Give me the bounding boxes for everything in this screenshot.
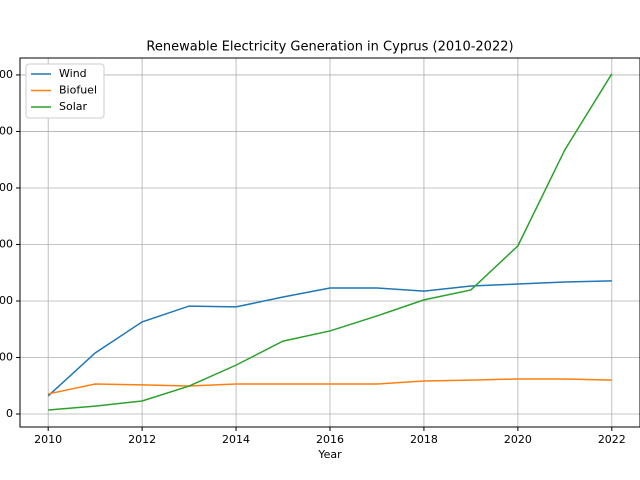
legend-label: Wind (59, 67, 87, 80)
legend-label: Biofuel (59, 84, 97, 97)
y-tick-label: 1000 (0, 124, 13, 137)
y-tick-label: 800 (0, 181, 13, 194)
legend-box (25, 63, 105, 119)
x-tick-label: 2012 (128, 433, 156, 446)
y-tick-label: 600 (0, 237, 13, 250)
x-tick-label: 2018 (410, 433, 438, 446)
x-tick-label: 2016 (316, 433, 344, 446)
y-tick-label: 0 (6, 407, 13, 420)
y-tick-label: 200 (0, 350, 13, 363)
x-tick-label: 2014 (222, 433, 250, 446)
x-axis-label: Year (317, 448, 342, 461)
series-line (48, 378, 612, 395)
legend: Wind Biofuel Solar (25, 63, 105, 119)
chart-title: Renewable Electricity Generation in Cypr… (146, 40, 513, 55)
series-line (47, 280, 612, 397)
x-tick-label: 2010 (34, 433, 62, 446)
x-tick-label: 2022 (598, 433, 626, 446)
x-tick-label: 2020 (504, 433, 532, 446)
series-line (48, 73, 613, 411)
y-tick-label: 400 (0, 294, 13, 307)
plot-frame (19, 57, 640, 428)
y-tick-label: 1200 (0, 68, 13, 81)
legend-label: Solar (59, 100, 88, 113)
